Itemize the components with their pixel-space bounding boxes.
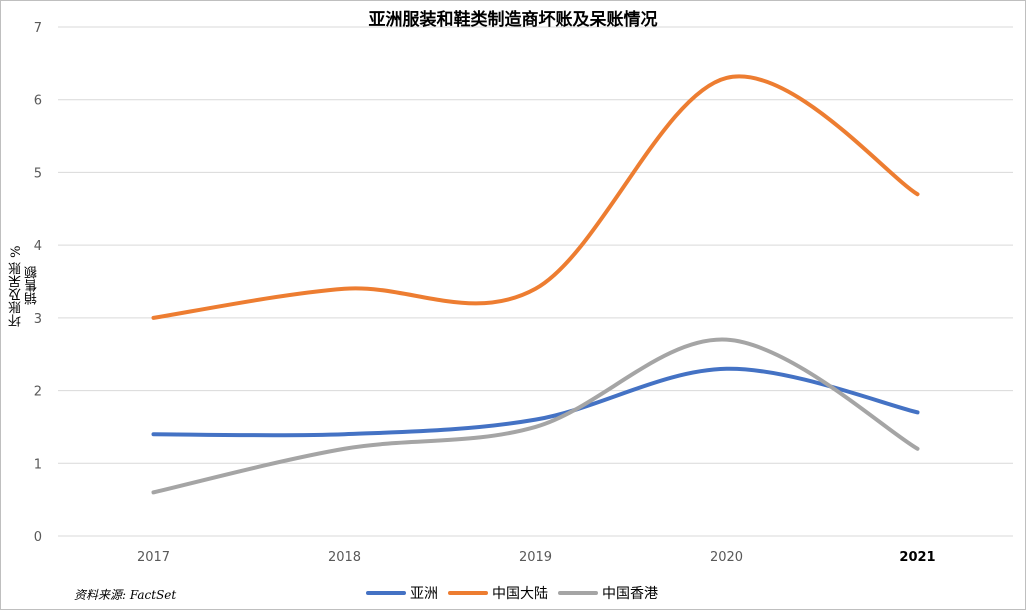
series-lines <box>151 74 920 495</box>
y-tick-label: 7 <box>34 21 42 36</box>
y-tick-label: 0 <box>34 530 42 545</box>
y-axis-ticks: 0 1 2 3 4 5 6 7 <box>34 21 42 545</box>
y-axis-label-line1: 坏账及呆账 % <box>9 245 24 327</box>
y-tick-label: 5 <box>34 166 42 181</box>
x-tick-label: 2021 <box>899 550 935 565</box>
legend-label-asia: 亚洲 <box>410 586 438 602</box>
x-tick-label: 2020 <box>710 550 743 565</box>
y-tick-label: 4 <box>34 239 42 254</box>
legend-swatch-asia <box>366 591 406 595</box>
x-tick-label: 2018 <box>328 550 361 565</box>
legend-label-hongkong: 中国香港 <box>602 586 658 602</box>
series-line-2 <box>151 337 920 495</box>
y-axis-label: 坏账及呆账 % 销售额 <box>9 231 49 341</box>
x-tick-label: 2019 <box>519 550 552 565</box>
legend-item-mainland: 中国大陆 <box>448 583 548 603</box>
legend-item-hongkong: 中国香港 <box>558 583 658 603</box>
source-note: 资料来源: FactSet <box>74 588 177 602</box>
legend-swatch-mainland <box>448 591 488 595</box>
x-axis-ticks: 2017 2018 2019 2020 2021 <box>137 550 936 565</box>
legend: 亚洲 中国大陆 中国香港 <box>366 583 658 603</box>
series-line-1 <box>151 74 920 320</box>
series-line-0 <box>151 366 920 438</box>
y-axis-label-line2: 销售额 <box>25 266 40 306</box>
y-tick-label: 6 <box>34 94 42 109</box>
grid-lines <box>58 26 1013 537</box>
legend-swatch-hongkong <box>558 591 598 595</box>
y-tick-label: 1 <box>34 457 42 472</box>
y-tick-label: 3 <box>34 312 42 327</box>
chart-title: 亚洲服装和鞋类制造商坏账及呆账情况 <box>368 10 658 30</box>
legend-item-asia: 亚洲 <box>366 583 438 603</box>
x-tick-label: 2017 <box>137 550 170 565</box>
y-tick-label: 2 <box>34 385 42 400</box>
legend-label-mainland: 中国大陆 <box>492 586 548 602</box>
